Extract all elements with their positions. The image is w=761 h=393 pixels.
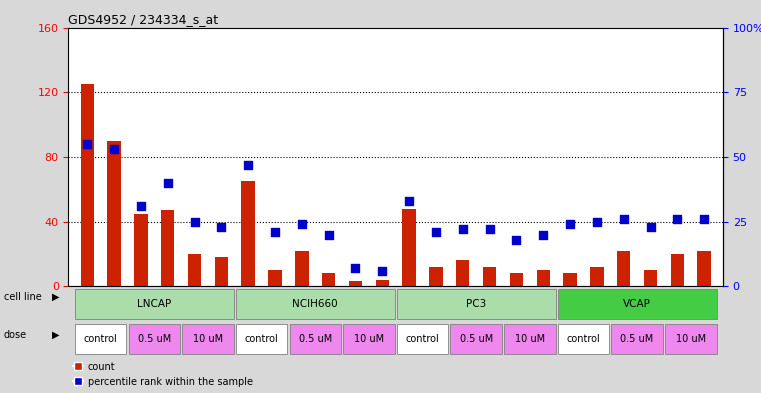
Text: control: control: [406, 334, 439, 344]
Bar: [504, 325, 556, 354]
Point: [430, 229, 442, 235]
Bar: [75, 325, 126, 354]
Bar: [611, 325, 663, 354]
Bar: [81, 84, 94, 286]
Bar: [665, 325, 717, 354]
Bar: [161, 210, 174, 286]
Text: PC3: PC3: [466, 299, 486, 309]
Point: [564, 221, 576, 227]
Bar: [129, 325, 180, 354]
Bar: [295, 251, 308, 286]
Bar: [343, 325, 395, 354]
Text: 0.5 uM: 0.5 uM: [620, 334, 654, 344]
Text: GDS4952 / 234334_s_at: GDS4952 / 234334_s_at: [68, 13, 218, 26]
Bar: [558, 289, 717, 319]
Point: [215, 224, 228, 230]
Bar: [617, 251, 630, 286]
Bar: [236, 289, 395, 319]
Bar: [558, 325, 610, 354]
Bar: [236, 325, 288, 354]
Point: [349, 265, 361, 271]
Bar: [289, 325, 341, 354]
Bar: [591, 267, 603, 286]
Bar: [429, 267, 443, 286]
Text: 10 uM: 10 uM: [354, 334, 384, 344]
Point: [242, 162, 254, 168]
Bar: [215, 257, 228, 286]
Bar: [396, 325, 448, 354]
Point: [457, 226, 469, 233]
Point: [483, 226, 495, 233]
Bar: [456, 261, 470, 286]
Point: [511, 237, 523, 243]
Bar: [670, 254, 684, 286]
Point: [671, 216, 683, 222]
Bar: [182, 325, 234, 354]
Point: [618, 216, 630, 222]
Text: ▶: ▶: [52, 292, 59, 302]
Point: [645, 224, 657, 230]
Point: [323, 231, 335, 238]
Point: [269, 229, 281, 235]
Bar: [269, 270, 282, 286]
Text: 0.5 uM: 0.5 uM: [138, 334, 171, 344]
Bar: [75, 289, 234, 319]
Bar: [403, 209, 416, 286]
Text: 10 uM: 10 uM: [514, 334, 545, 344]
Point: [376, 268, 388, 274]
Text: control: control: [84, 334, 117, 344]
Text: 0.5 uM: 0.5 uM: [298, 334, 332, 344]
Text: LNCAP: LNCAP: [137, 299, 171, 309]
Legend: count, percentile rank within the sample: count, percentile rank within the sample: [73, 362, 253, 387]
Bar: [644, 270, 658, 286]
Bar: [349, 281, 362, 286]
Text: cell line: cell line: [4, 292, 42, 302]
Point: [296, 221, 308, 227]
Bar: [107, 141, 121, 286]
Point: [135, 203, 147, 209]
Bar: [698, 251, 711, 286]
Bar: [376, 280, 389, 286]
Text: NCIH660: NCIH660: [292, 299, 338, 309]
Point: [403, 198, 416, 204]
Bar: [396, 289, 556, 319]
Text: 10 uM: 10 uM: [676, 334, 705, 344]
Bar: [537, 270, 550, 286]
Text: control: control: [245, 334, 279, 344]
Bar: [134, 213, 148, 286]
Bar: [483, 267, 496, 286]
Point: [189, 219, 201, 225]
Text: dose: dose: [4, 330, 27, 340]
Text: 0.5 uM: 0.5 uM: [460, 334, 493, 344]
Bar: [322, 274, 336, 286]
Point: [161, 180, 174, 186]
Text: VCAP: VCAP: [623, 299, 651, 309]
Bar: [510, 274, 523, 286]
Point: [108, 146, 120, 152]
Point: [537, 231, 549, 238]
Text: ▶: ▶: [52, 330, 59, 340]
Text: control: control: [567, 334, 600, 344]
Bar: [563, 274, 577, 286]
Point: [591, 219, 603, 225]
Bar: [241, 181, 255, 286]
Point: [81, 141, 94, 147]
Point: [698, 216, 710, 222]
Bar: [188, 254, 201, 286]
Text: 10 uM: 10 uM: [193, 334, 223, 344]
Bar: [451, 325, 502, 354]
